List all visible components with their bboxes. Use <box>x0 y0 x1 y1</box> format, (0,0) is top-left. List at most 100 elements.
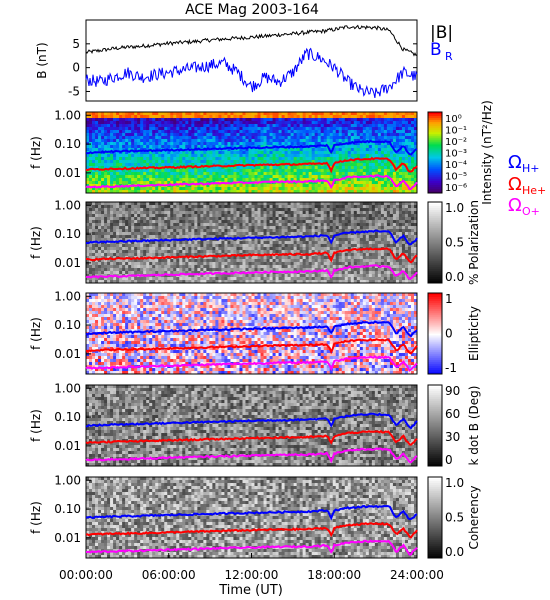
heatmap-cell <box>269 178 273 182</box>
heatmap-cell <box>131 160 135 164</box>
heatmap-cell <box>215 274 219 278</box>
heatmap-cell <box>338 163 343 167</box>
heatmap-cell <box>164 253 168 257</box>
heatmap-cell <box>395 160 400 164</box>
heatmap-cell <box>137 157 141 161</box>
heatmap-cell <box>152 271 156 275</box>
heatmap-cell <box>95 247 99 251</box>
heatmap-cell <box>113 280 117 284</box>
heatmap-cell <box>122 217 126 221</box>
heatmap-cell <box>128 169 132 173</box>
heatmap-cell <box>179 121 183 125</box>
heatmap-cell <box>410 175 415 179</box>
heatmap-cell <box>305 118 310 122</box>
heatmap-cell <box>203 217 207 221</box>
heatmap-cell <box>188 274 192 278</box>
heatmap-cell <box>275 190 279 194</box>
heatmap-cell <box>245 256 249 260</box>
heatmap-cell <box>224 202 228 206</box>
heatmap-cell <box>230 208 234 212</box>
heatmap-cell <box>161 124 165 128</box>
heatmap-cell <box>338 136 343 140</box>
heatmap-cell <box>281 175 285 179</box>
heatmap-cell <box>140 160 144 164</box>
heatmap-cell <box>290 121 295 125</box>
heatmap-cell <box>191 112 195 116</box>
heatmap-cell <box>107 280 111 284</box>
heatmap-cell <box>95 142 99 146</box>
heatmap-cell <box>257 268 261 272</box>
heatmap-cell <box>176 175 180 179</box>
heatmap-cell <box>101 244 105 248</box>
heatmap-cell <box>239 238 243 242</box>
heatmap-cell <box>167 154 171 158</box>
heatmap-cell <box>362 154 367 158</box>
heatmap-cell <box>407 166 412 170</box>
heatmap-cell <box>353 136 358 140</box>
heatmap-cell <box>203 133 207 137</box>
heatmap-cell <box>248 250 252 254</box>
heatmap-cell <box>203 121 207 125</box>
heatmap-cell <box>293 151 298 155</box>
heatmap-cell <box>299 214 304 218</box>
heatmap-cell <box>263 190 267 194</box>
heatmap-cell <box>218 169 222 173</box>
heatmap-cell <box>245 280 249 284</box>
heatmap-cell <box>158 226 162 230</box>
heatmap-cell <box>275 277 279 281</box>
heatmap-cell <box>215 262 219 266</box>
heatmap-cell <box>287 223 292 227</box>
heatmap-cell <box>317 163 322 167</box>
heatmap-cell <box>293 136 298 140</box>
heatmap-cell <box>371 154 376 158</box>
heatmap-cell <box>224 205 228 209</box>
heatmap-cell <box>266 211 270 215</box>
heatmap-cell <box>122 145 126 149</box>
heatmap-cell <box>404 178 409 182</box>
heatmap-cell <box>140 223 144 227</box>
heatmap-cell <box>233 151 237 155</box>
heatmap-cell <box>311 124 316 128</box>
heatmap-cell <box>113 112 117 116</box>
heatmap-cell <box>155 163 159 167</box>
heatmap-cell <box>158 151 162 155</box>
heatmap-cell <box>209 145 213 149</box>
heatmap-cell <box>188 169 192 173</box>
heatmap-cell <box>254 280 258 284</box>
heatmap-cell <box>323 127 328 131</box>
heatmap-cell <box>278 220 282 224</box>
heatmap-cell <box>299 232 304 236</box>
heatmap-cell <box>170 223 174 227</box>
heatmap-cell <box>173 160 177 164</box>
heatmap-cell <box>377 127 382 131</box>
heatmap-cell <box>194 265 198 269</box>
heatmap-cell <box>212 166 216 170</box>
heatmap-cell <box>374 181 379 185</box>
heatmap-cell <box>236 226 240 230</box>
heatmap-cell <box>359 181 364 185</box>
heatmap-cell <box>182 235 186 239</box>
heatmap-cell <box>245 244 249 248</box>
heatmap-cell <box>311 163 316 167</box>
heatmap-cell <box>311 190 316 194</box>
heatmap-cell <box>131 259 135 263</box>
heatmap-cell <box>374 118 379 122</box>
heatmap-cell <box>128 250 132 254</box>
heatmap-cell <box>404 160 409 164</box>
heatmap-cell <box>221 145 225 149</box>
heatmap-cell <box>221 163 225 167</box>
heatmap-cell <box>350 154 355 158</box>
heatmap-cell <box>185 160 189 164</box>
heatmap-cell <box>392 121 397 125</box>
heatmap-cell <box>224 262 228 266</box>
heatmap-cell <box>371 181 376 185</box>
heatmap-cell <box>218 157 222 161</box>
heatmap-cell <box>122 271 126 275</box>
heatmap-cell <box>374 172 379 176</box>
heatmap-cell <box>158 133 162 137</box>
heatmap-cell <box>266 175 270 179</box>
heatmap-cell <box>281 121 285 125</box>
heatmap-cell <box>134 271 138 275</box>
heatmap-cell <box>290 205 295 209</box>
heatmap-cell <box>272 172 276 176</box>
